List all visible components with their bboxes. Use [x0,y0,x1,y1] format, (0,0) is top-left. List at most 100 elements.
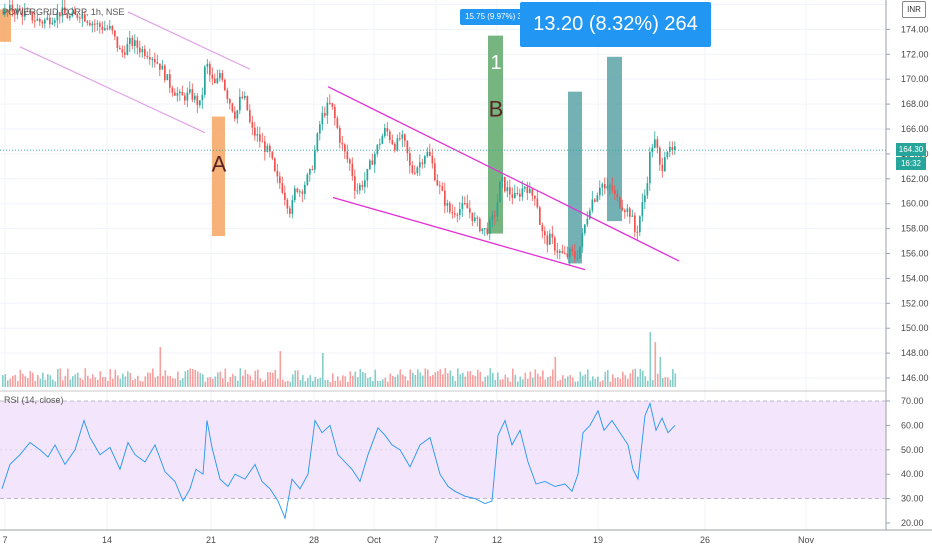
candle-body [516,193,519,195]
candle-body [434,163,436,181]
last-price-tag: 164.30 [896,143,926,156]
volume-bar [319,377,322,387]
volume-bar [574,381,577,387]
volume-bar [279,351,282,387]
candle-body [266,145,269,152]
candle-body [651,147,654,153]
candle-body [26,11,29,13]
candle-body [369,160,371,170]
volume-bar [42,372,44,387]
candle-body [49,17,51,25]
symbol-legend[interactable]: POWERGRID CORP, 1h, NSE [2,7,125,17]
candle-body [519,193,521,197]
volume-bar [264,379,267,387]
volume-bar [592,376,594,387]
candle-body [59,12,61,17]
candle-body [91,23,94,26]
time-axis[interactable]: 7 14 21 28 Oct 7 12 19 26 Nov [0,529,932,545]
candle-body [124,52,126,55]
candle-body [249,110,251,122]
candle-body [341,142,344,145]
price-tick-label: 172.00 [901,49,929,59]
candle-body [99,23,101,27]
volume-bar [212,378,214,387]
volume-bar [614,378,617,387]
candle-body [469,208,471,213]
volume-bar [302,375,304,387]
price-axis[interactable]: 146.00 148.00 150.00 152.00 154.00 156.00 158.… [885,0,929,530]
time-tick-label: 21 [206,535,216,545]
volume-bar [149,372,152,387]
volume-bar [117,375,119,387]
rsi-legend[interactable]: RSI (14, close) [4,395,64,405]
candle-body [169,74,171,88]
candle-body [359,184,361,191]
candle-body [306,174,309,185]
rsi-tick-label: 30.00 [901,494,924,504]
volume-bar [109,369,112,387]
volume-bar [274,369,277,387]
measure-label-small: 15.75 (9.97%) 31 [460,9,532,25]
time-tick-label: 19 [593,535,603,545]
candle-body [354,176,356,191]
candle-body [551,233,554,238]
volume-bar [27,378,29,387]
volume-bar [647,380,649,387]
currency-badge[interactable]: INR [902,1,926,18]
volume-bar [154,377,157,387]
trend-lines[interactable] [0,11,886,271]
candle-body [429,151,431,156]
volume-bar [272,372,274,387]
candle-body [374,153,376,165]
candle-body [554,237,556,251]
candle-body [381,136,384,144]
candle-body [371,160,374,165]
volume-bar [344,376,347,387]
volume-bar [29,371,32,387]
volume-bar [492,372,494,387]
rsi-band [0,401,886,499]
candle-body [366,169,369,181]
volume-bar [489,368,492,387]
candle-body [64,7,66,14]
candle-body [9,4,11,11]
volume-bar [644,376,647,387]
candle-body [34,20,36,22]
price-tick-label: 154.00 [901,273,929,283]
candle-body [339,127,341,143]
volume-bar [597,376,599,387]
candle-body [239,96,241,111]
volume-bar [147,372,149,387]
candle-body [76,14,79,18]
candle-body [171,87,174,93]
volume-bar [262,381,264,387]
volume-bar [634,368,637,387]
volume-bar [584,374,587,387]
candle-body [496,202,499,217]
volume-bar [239,368,242,387]
candle-body [309,169,311,175]
candle-body [186,92,189,101]
volume-bar [177,371,179,387]
candle-body [244,96,246,99]
volume-bar [524,372,527,387]
volume-bar [137,375,139,387]
candle-body [499,181,501,203]
candle-body [36,18,39,21]
volume-bar [409,369,412,387]
volume-bar [424,368,427,387]
volume-bar [267,372,269,387]
candle-body [161,65,164,70]
candle-body [671,146,674,150]
volume-bar [522,379,524,387]
candle-body [396,138,399,151]
channel-upper-line [127,11,251,70]
volume-bar [64,375,67,387]
candle-body [301,191,304,194]
candle-body [476,217,479,219]
volume-bar [277,378,279,387]
candle-body [96,23,99,25]
volume-bar [82,379,84,387]
volume-bar [467,371,469,387]
